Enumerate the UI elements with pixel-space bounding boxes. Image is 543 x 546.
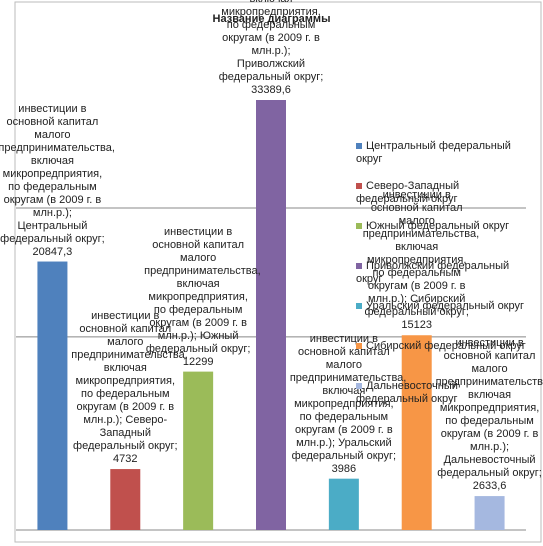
- bar: [110, 469, 141, 530]
- label-series: инвестиции в основной капитал малого пре…: [221, 0, 321, 57]
- legend-label: Северо-Западный федеральный округ: [356, 180, 460, 205]
- legend-label: Центральный федеральный округ: [356, 140, 511, 165]
- label-series: инвестиции в основной капитал малого пре…: [0, 102, 115, 219]
- bar: [401, 335, 432, 530]
- legend-entry: Центральный федеральный округ: [356, 140, 526, 166]
- label-sep: ;: [193, 329, 197, 342]
- label-sep: ;: [403, 293, 408, 306]
- label-value: 20847,3: [32, 245, 73, 258]
- data-label: инвестиции в основной капитал малого пре…: [144, 226, 261, 369]
- label-sep: ;: [287, 45, 291, 57]
- legend-label: Приволжский федеральный округ: [356, 260, 510, 285]
- label-category: Сибирский федеральный округ: [364, 293, 466, 319]
- legend-swatch: [356, 383, 362, 390]
- data-label: инвестиции в основной капитал малого пре…: [363, 189, 480, 332]
- label-category: Центральный федеральный округ: [0, 219, 102, 245]
- data-label: инвестиции в основной капитал малого пре…: [0, 103, 115, 259]
- bar: [183, 371, 214, 530]
- label-value: 33389,6: [251, 84, 291, 96]
- label-series: инвестиции в основной капитал малого пре…: [289, 332, 407, 449]
- label-sep: ;: [538, 467, 542, 480]
- label-category: Дальневосточный федеральный округ: [437, 454, 539, 480]
- label-sep: ;: [247, 342, 251, 355]
- bar: [328, 478, 359, 530]
- bar: [474, 496, 505, 530]
- bar: [256, 100, 286, 530]
- label-category: Уральский федеральный округ: [291, 436, 394, 462]
- label-value: 12299: [182, 355, 214, 368]
- legend-swatch: [356, 183, 362, 190]
- label-sep: ;: [68, 206, 72, 219]
- label-value: 15123: [401, 319, 432, 332]
- label-sep: ;: [506, 441, 510, 454]
- label-series: инвестиции в основной капитал малого пре…: [144, 225, 261, 342]
- legend-label: Сибирский федеральный округ: [366, 340, 526, 352]
- legend-entry: Сибирский федеральный округ: [356, 340, 526, 353]
- label-sep: ;: [101, 232, 105, 245]
- frame: [14, 1, 542, 543]
- label-sep: ;: [119, 414, 123, 427]
- label-sep: ;: [465, 306, 469, 319]
- legend-entry: Приволжский федеральный округ: [356, 260, 526, 286]
- legend-entry: Южный федеральный округ: [356, 220, 526, 233]
- legend-swatch: [356, 343, 362, 350]
- legend-label: Южный федеральный округ: [366, 220, 510, 232]
- legend-entry: Дальневосточный федеральный округ: [356, 380, 526, 406]
- data-label: инвестиции в основной капитал малого пре…: [290, 333, 407, 476]
- label-series: инвестиции в основной капитал малого пре…: [435, 337, 543, 454]
- data-label: инвестиции в основной капитал малого пре…: [71, 310, 188, 466]
- bar: [37, 261, 68, 530]
- label-series: инвестиции в основной капитал малого пре…: [362, 189, 480, 306]
- data-label: инвестиции в основной капитал малого пре…: [217, 0, 325, 97]
- data-label: инвестиции в основной капитал малого пре…: [436, 337, 543, 493]
- legend-swatch: [356, 143, 362, 150]
- legend-entry: Уральский федеральный округ: [356, 300, 526, 313]
- legend-entry: Северо-Западный федеральный округ: [356, 180, 526, 206]
- chart-title: Название диаграммы: [212, 13, 331, 25]
- legend-label: Уральский федеральный округ: [366, 300, 525, 312]
- legend-swatch: [356, 263, 362, 270]
- legend-swatch: [356, 223, 362, 230]
- label-sep: ;: [332, 436, 336, 449]
- label-sep: ;: [393, 449, 397, 462]
- label-value: 4732: [113, 453, 138, 466]
- label-sep: ;: [320, 71, 324, 83]
- label-category: Южный федеральный округ: [145, 329, 248, 355]
- label-series: инвестиции в основной капитал малого пре…: [71, 310, 188, 427]
- label-value: 2633,6: [472, 480, 507, 493]
- label-value: 3986: [331, 462, 357, 475]
- label-category: Северо-Западный федеральный округ: [73, 414, 175, 453]
- label-category: Приволжский федеральный округ: [218, 58, 321, 83]
- label-sep: ;: [174, 440, 178, 453]
- legend-label: Дальневосточный федеральный округ: [356, 380, 458, 405]
- legend-swatch: [356, 303, 362, 310]
